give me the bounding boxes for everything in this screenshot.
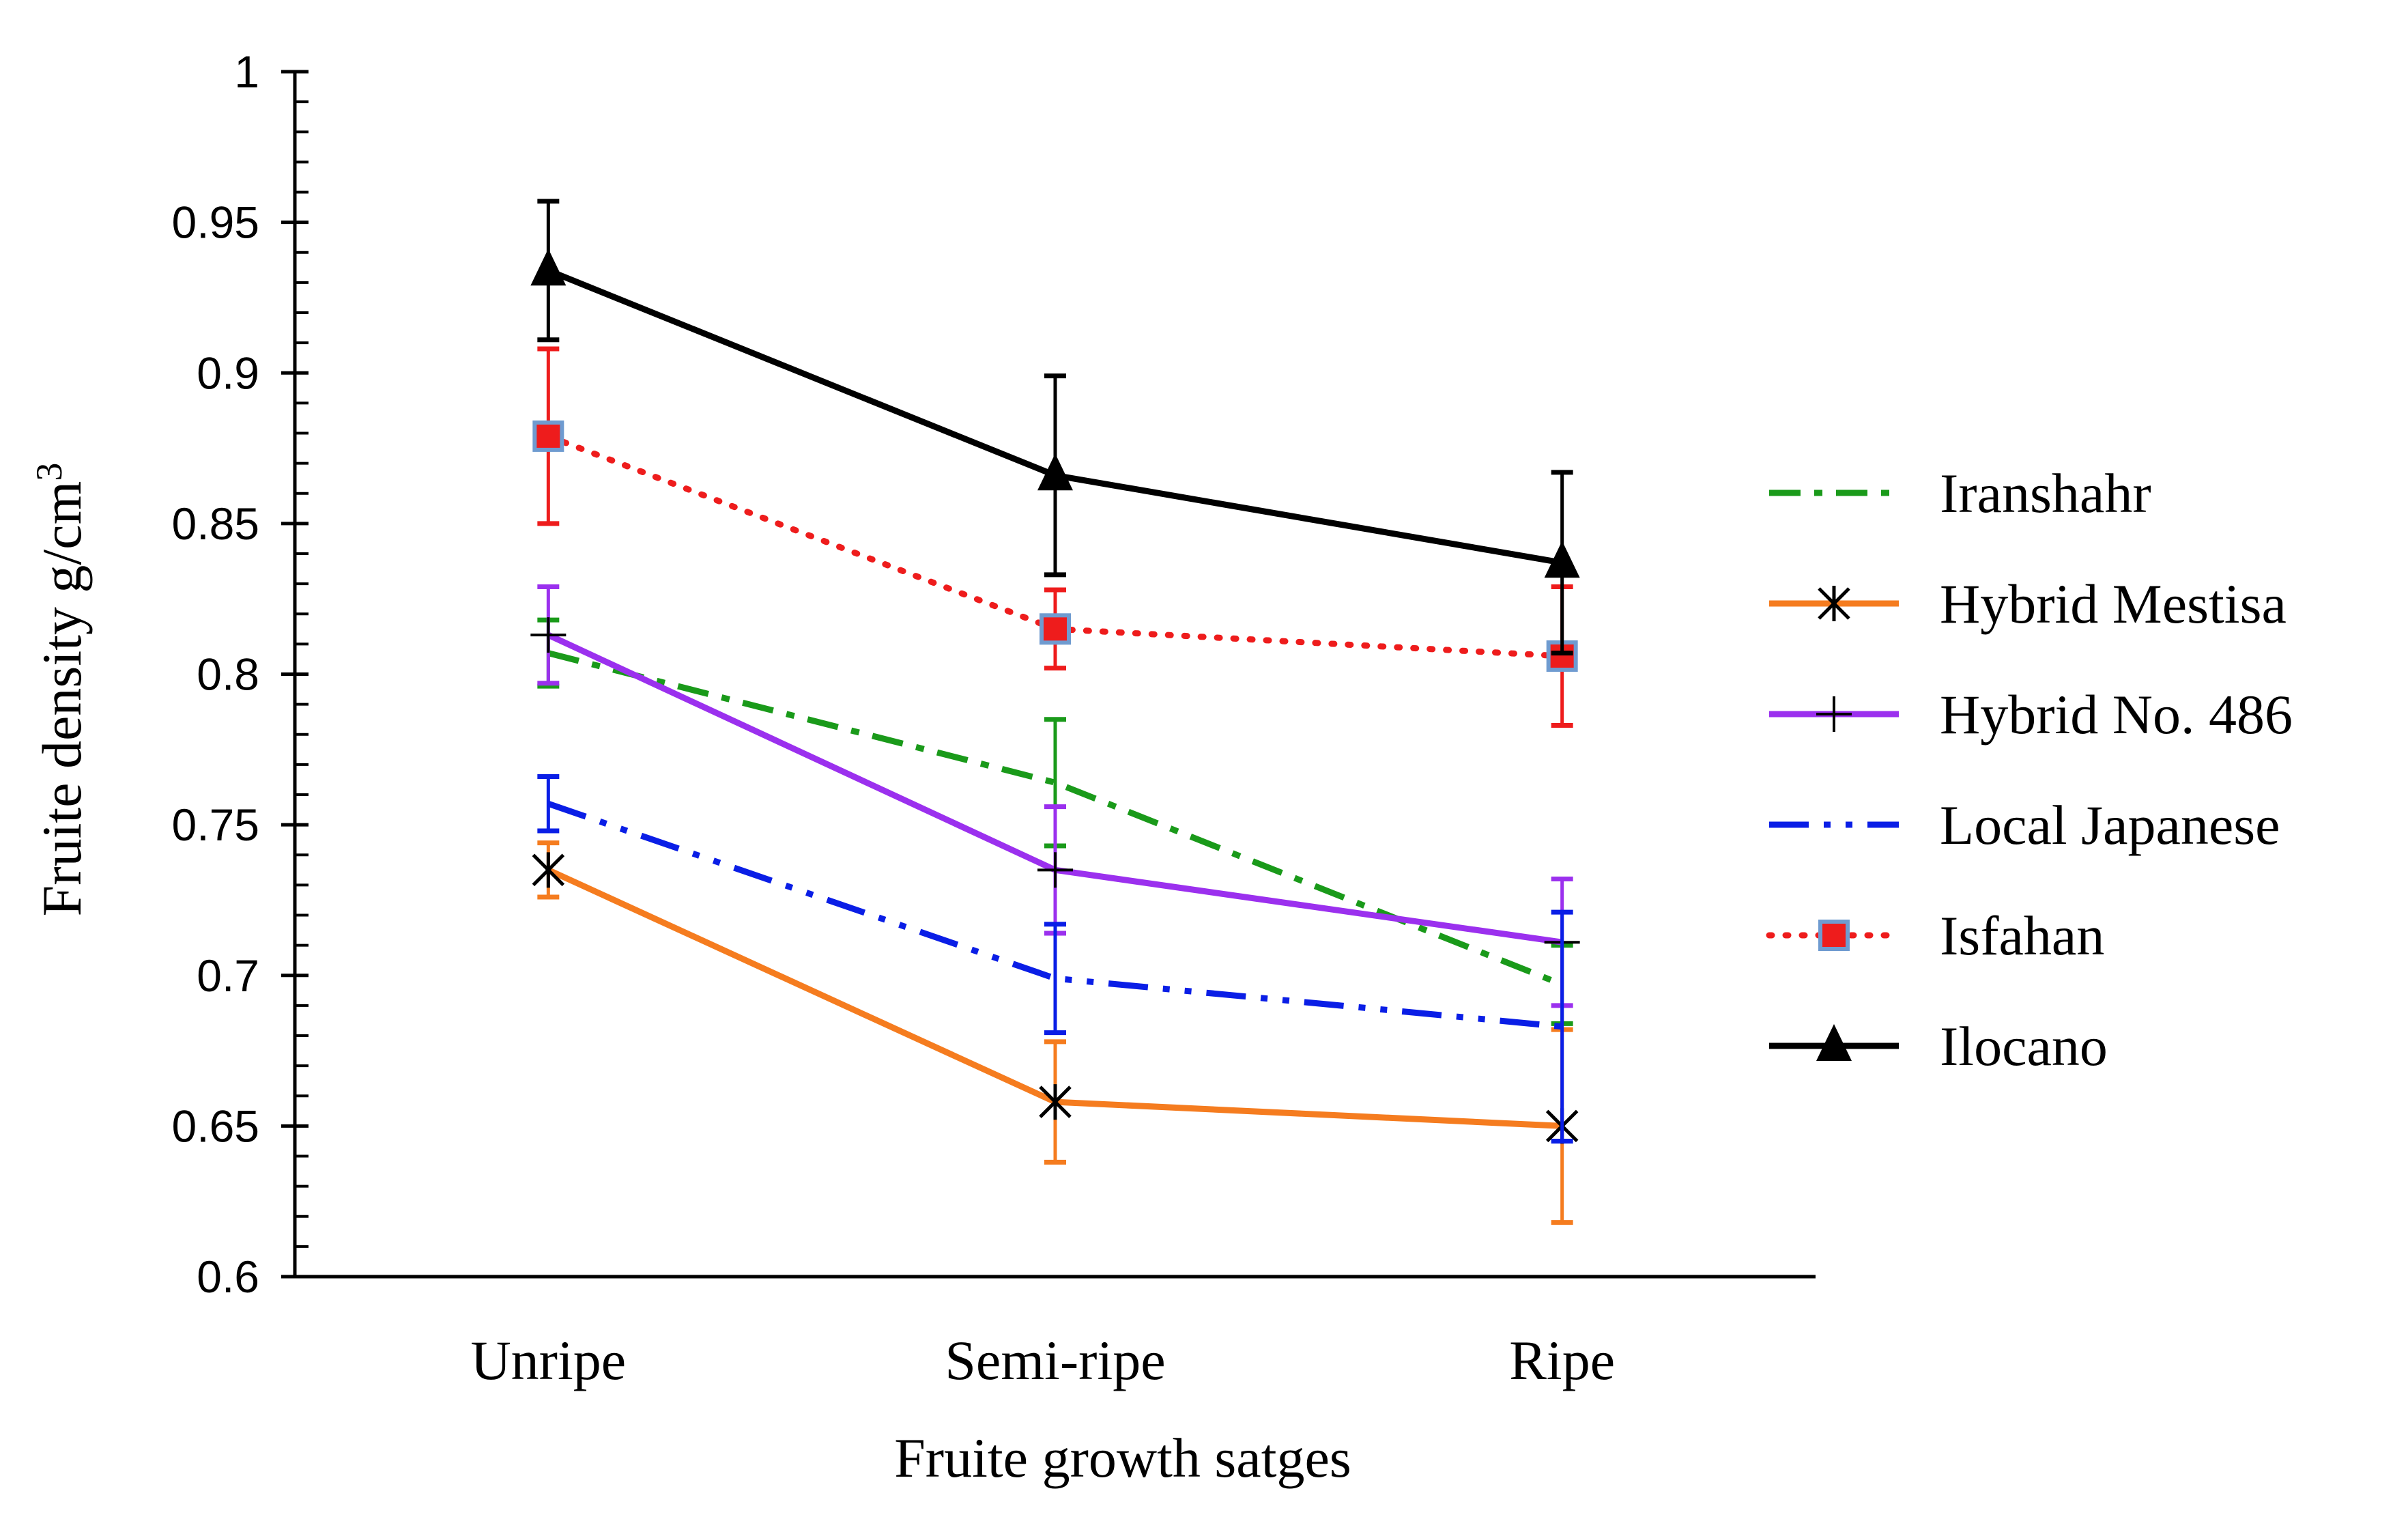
y-tick-label: 0.75 — [172, 799, 259, 850]
y-axis-title-text: Fruite density g/cm — [31, 481, 93, 917]
legend-label: Hybrid Mestisa — [1940, 573, 2287, 635]
data-point — [532, 420, 564, 452]
legend-swatch-marker — [1818, 920, 1850, 951]
y-tick-label: 0.85 — [172, 498, 259, 549]
x-category-label: Semi-ripe — [945, 1329, 1165, 1391]
y-tick-label: 0.6 — [197, 1251, 259, 1302]
series-ilocano — [530, 199, 1580, 656]
y-tick-label: 0.7 — [197, 950, 259, 1001]
legend-label: Isfahan — [1940, 905, 2104, 967]
y-axis-title-superscript: 3 — [29, 463, 70, 481]
y-tick-label: 1 — [234, 46, 259, 97]
series-line — [547, 800, 1563, 1030]
x-category-label: Ripe — [1509, 1329, 1615, 1391]
legend-label: Iranshahr — [1940, 462, 2151, 524]
legend-item: Iranshahr — [1769, 462, 2151, 524]
series-layer — [530, 199, 1580, 1225]
y-tick-label: 0.95 — [172, 197, 259, 248]
legend-item: Hybrid No. 486 — [1769, 683, 2293, 746]
legend-item: Local Japanese — [1769, 794, 2280, 856]
axes: 0.6 0.65 0.7 0.75 0.8 0.85 0.9 0.95 1 Unripe Semi-… — [172, 46, 1816, 1391]
data-point — [1037, 453, 1073, 491]
legend-label: Local Japanese — [1940, 794, 2280, 856]
y-tick-label: 0.9 — [197, 347, 259, 398]
data-point — [1040, 613, 1071, 645]
legend-item: Isfahan — [1766, 905, 2104, 967]
x-category-label: Unripe — [470, 1329, 626, 1391]
y-tick-label: 0.65 — [172, 1101, 259, 1151]
legend-label: Ilocano — [1940, 1015, 2108, 1077]
data-point — [530, 249, 567, 286]
legend-label: Hybrid No. 486 — [1940, 683, 2293, 746]
legend-item: Ilocano — [1769, 1015, 2108, 1077]
series-hybrid-mestisa — [532, 840, 1579, 1225]
legend: Iranshahr Hybrid Mestisa Hybrid No. 486 Loc… — [1766, 462, 2293, 1077]
y-tick-label: 0.8 — [197, 649, 259, 700]
legend-item: Hybrid Mestisa — [1769, 573, 2287, 635]
legend-swatch-marker — [1816, 1024, 1852, 1061]
data-point — [1546, 640, 1578, 672]
x-axis-title: Fruite growth satges — [894, 1427, 1351, 1489]
data-point — [1544, 541, 1580, 578]
series-local-japanese — [537, 774, 1573, 1144]
y-axis-title: Fruite density g/cm3 — [29, 463, 93, 917]
